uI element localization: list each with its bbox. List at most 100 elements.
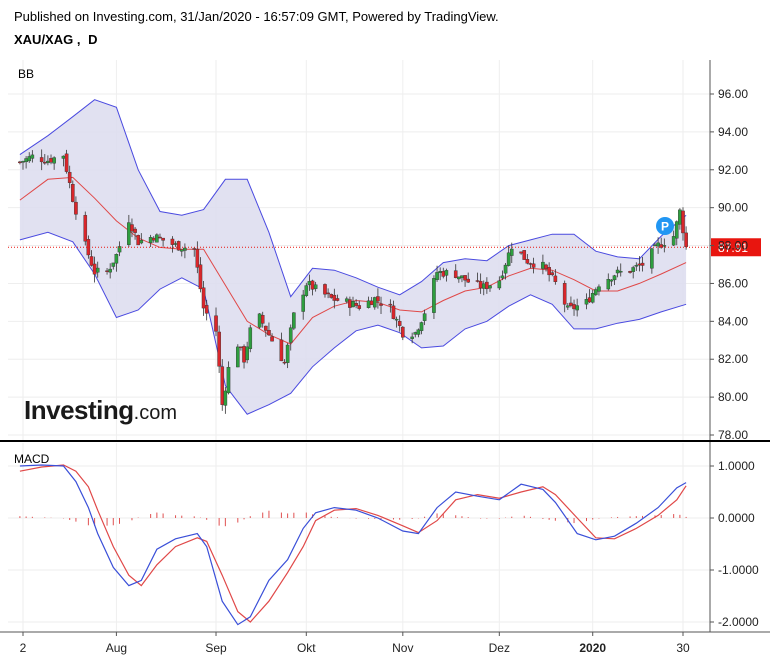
candle-body xyxy=(270,336,274,342)
candle xyxy=(631,265,635,279)
candle-body xyxy=(18,161,22,164)
candle-body xyxy=(245,346,249,361)
candle-body xyxy=(653,244,657,247)
bollinger-lower-line xyxy=(19,231,687,415)
candle-body xyxy=(183,247,187,251)
macd-line xyxy=(19,464,687,626)
candle xyxy=(547,262,551,282)
bb-panel-title: BB xyxy=(18,67,34,81)
candle-body xyxy=(24,158,28,163)
candle-body xyxy=(323,284,327,295)
candle xyxy=(618,263,623,277)
candle-body xyxy=(394,318,399,321)
candle-body xyxy=(307,281,312,286)
candle xyxy=(379,296,383,315)
investing-logo: Investing.com xyxy=(24,395,177,425)
candle-body xyxy=(594,289,598,295)
candle xyxy=(245,341,249,364)
candle-body xyxy=(541,261,545,269)
candle-body xyxy=(335,298,340,301)
candle-body xyxy=(201,287,206,309)
candle-body xyxy=(195,248,200,268)
candle xyxy=(444,268,449,282)
candle-body xyxy=(136,235,140,246)
candle-body xyxy=(279,339,284,362)
candle-body xyxy=(640,262,645,266)
candle xyxy=(117,241,122,257)
candle-body xyxy=(236,346,240,368)
candle-body xyxy=(304,285,309,296)
candle-body xyxy=(562,283,567,305)
candle-body xyxy=(475,280,480,282)
candle xyxy=(285,343,290,369)
price-tick-label: 88.00 xyxy=(718,239,748,253)
candle xyxy=(114,253,119,272)
candle xyxy=(170,236,175,253)
candle xyxy=(634,262,639,271)
candle-body xyxy=(628,271,632,273)
macd-panel[interactable] xyxy=(19,464,687,626)
macd-histogram xyxy=(19,510,687,527)
candle-body xyxy=(95,267,100,273)
bollinger-upper-line xyxy=(19,99,687,298)
macd-tick-label: -2.0000 xyxy=(718,615,759,629)
signal-line xyxy=(19,464,687,623)
candle-body xyxy=(267,330,271,336)
candle-body xyxy=(64,153,69,172)
symbol-name: XAU/XAG xyxy=(14,32,74,47)
candle-body xyxy=(544,264,548,269)
candle xyxy=(422,309,427,326)
candle-body xyxy=(71,184,75,202)
candle xyxy=(335,294,340,302)
candle-body xyxy=(348,299,352,308)
candle-body xyxy=(485,281,489,290)
candle-body xyxy=(92,263,97,275)
candle-body xyxy=(220,366,225,405)
price-panel[interactable]: 87.91 P xyxy=(8,99,761,415)
candle-body xyxy=(553,275,558,282)
candle xyxy=(27,152,32,163)
candle-body xyxy=(569,302,573,306)
candle-body xyxy=(49,158,53,163)
candle xyxy=(503,263,508,280)
candle xyxy=(419,321,424,335)
candles xyxy=(18,149,688,414)
marker-letter: P xyxy=(661,220,669,234)
candle xyxy=(640,256,645,272)
candle xyxy=(264,325,268,337)
candle xyxy=(226,361,231,395)
candle-body xyxy=(139,240,144,244)
candle-body xyxy=(21,161,25,163)
candle xyxy=(606,273,611,291)
marker-badge[interactable]: P xyxy=(656,217,674,235)
price-tick-label: 78.00 xyxy=(718,428,748,442)
candle-body xyxy=(148,237,153,244)
candle xyxy=(354,299,358,309)
candle xyxy=(161,237,165,247)
candle-body xyxy=(155,234,159,243)
candle-body xyxy=(444,270,449,276)
last-price-box xyxy=(711,238,761,257)
symbol-title: XAU/XAG , D xyxy=(14,32,98,47)
marker-circle xyxy=(656,217,674,235)
candle-body xyxy=(226,366,231,394)
candle-body xyxy=(30,154,35,159)
candle-body xyxy=(497,280,502,289)
candle xyxy=(158,233,162,239)
candle xyxy=(64,149,69,174)
candle-body xyxy=(223,390,228,406)
candle-body xyxy=(260,315,265,324)
candle-body xyxy=(656,242,660,247)
candle-body xyxy=(301,294,305,312)
candle-body xyxy=(391,305,396,319)
candle xyxy=(497,276,502,291)
candle xyxy=(111,262,116,270)
candle xyxy=(214,307,218,337)
price-tick-label: 82.00 xyxy=(718,352,748,366)
candle xyxy=(198,257,203,293)
candle-body xyxy=(662,245,667,247)
candle-body xyxy=(351,301,355,308)
candle xyxy=(236,344,240,368)
candle xyxy=(435,265,439,282)
